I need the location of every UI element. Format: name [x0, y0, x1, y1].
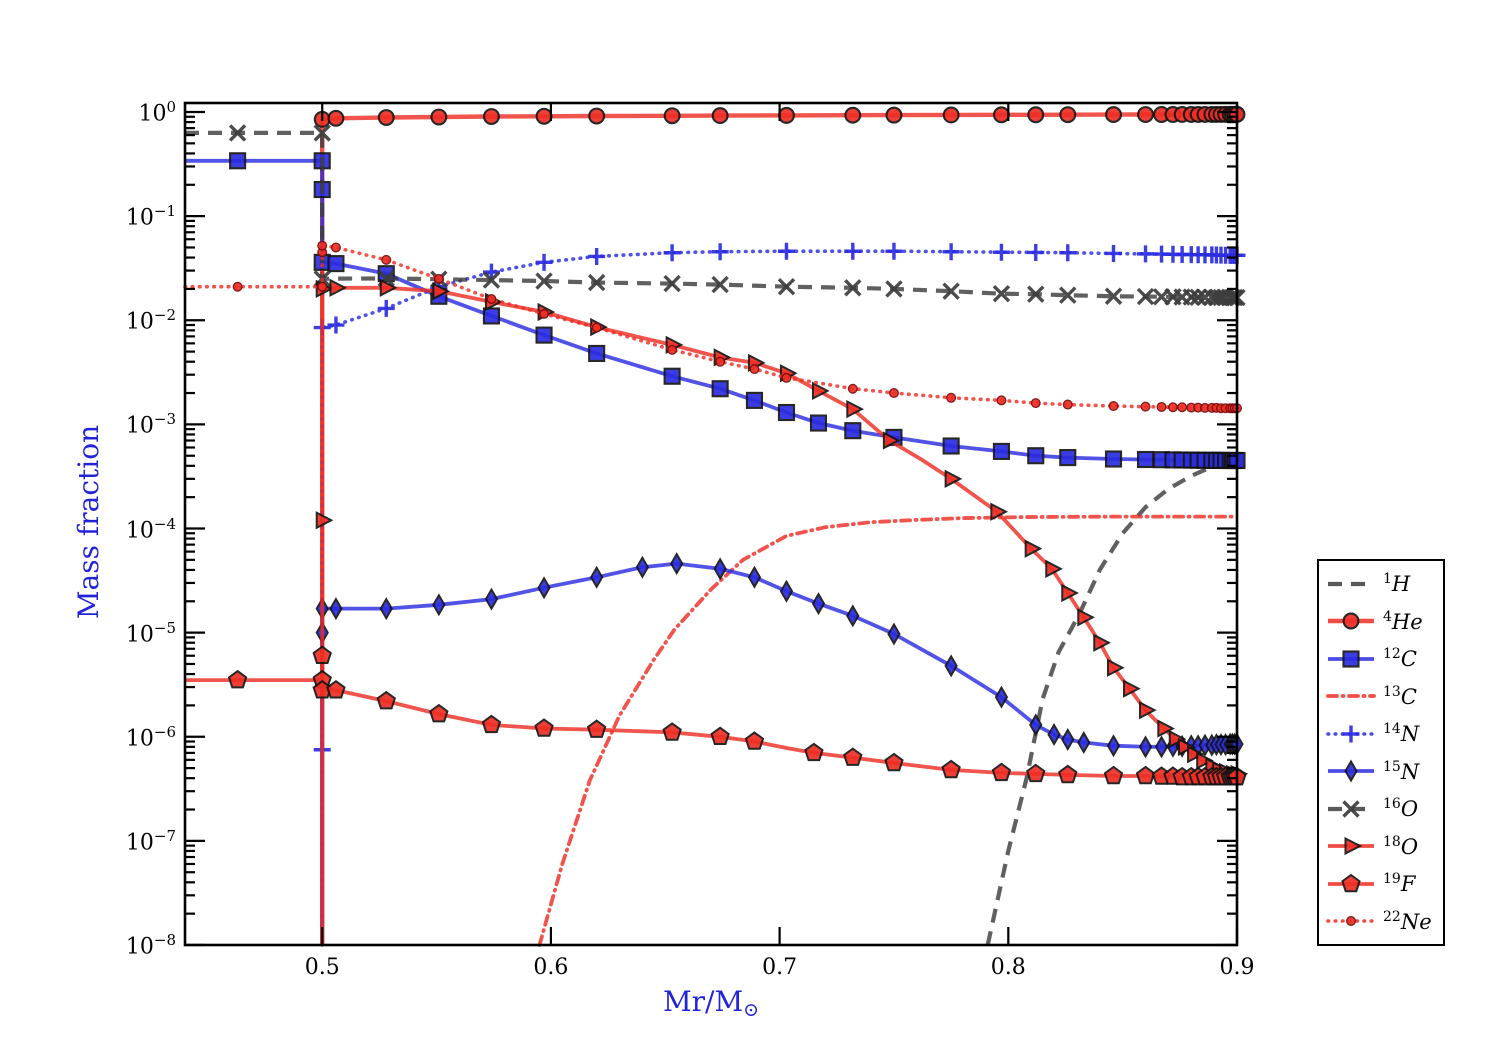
series-n14 [313, 242, 1246, 947]
series-o18 [315, 278, 1249, 945]
legend-swatch-n14 [1326, 725, 1376, 743]
legend: 1H 4He 12C 13C 14N 15N 16O 18O 19F 22Ne [1317, 559, 1445, 946]
legend-swatch-o16 [1328, 800, 1374, 818]
y-tick-label: 10−7 [125, 826, 176, 856]
y-tick-label: 10−4 [125, 514, 176, 543]
y-tick-label: 10−5 [125, 618, 176, 647]
legend-swatch-he4 [1328, 612, 1374, 630]
legend-label-ne22: 22Ne [1383, 908, 1432, 934]
series-ne22-markers [232, 240, 1242, 414]
legend-label-o16: 16O [1383, 796, 1419, 822]
series-c13-line [537, 514, 1239, 947]
x-tick-label: 0.8 [990, 955, 1026, 980]
x-tick-label: 0.5 [304, 955, 340, 980]
legend-item-c13: 13C [1325, 679, 1443, 713]
series-f19 [185, 645, 1247, 786]
legend-swatch-f19 [1328, 873, 1374, 893]
series-o16 [185, 124, 1246, 307]
series-c12 [185, 152, 1246, 470]
legend-item-h1: 1H [1325, 567, 1443, 601]
series-o18-line [320, 285, 1237, 945]
legend-item-n14: 14N [1325, 717, 1443, 751]
legend-label-f19: 19F [1383, 871, 1416, 897]
series-ne22 [183, 240, 1242, 414]
series-ne22-line [183, 243, 1239, 410]
series-o16-markers [228, 124, 1246, 307]
series-f19-line [185, 655, 1237, 779]
x-tick-label: 0.6 [533, 955, 569, 980]
series-layer [183, 105, 1249, 947]
series-h1 [985, 458, 1238, 946]
series-n15 [315, 552, 1244, 945]
y-tick-label: 10−2 [125, 306, 176, 335]
legend-label-he4: 4He [1383, 608, 1423, 634]
series-c12-line [185, 158, 1237, 463]
series-n15-line [320, 561, 1237, 945]
legend-item-he4: 4He [1325, 604, 1443, 638]
legend-swatch-c12 [1328, 650, 1374, 668]
plot-frame [183, 101, 1239, 947]
legend-item-c12: 12C [1325, 642, 1443, 676]
legend-label-h1: 1H [1383, 571, 1411, 597]
sun-symbol: ⊙ [743, 999, 760, 1021]
legend-swatch-c13 [1326, 694, 1376, 699]
series-f19-markers [227, 645, 1247, 786]
legend-item-ne22: 22Ne [1325, 904, 1443, 938]
series-n14-markers [313, 242, 1246, 759]
legend-swatch-o18 [1328, 837, 1374, 856]
y-tick-label: 10−6 [125, 722, 176, 752]
x-tick-label: 0.7 [762, 955, 798, 980]
series-c12-markers [229, 152, 1246, 470]
legend-item-o16: 16O [1325, 792, 1443, 826]
series-o18-markers [315, 278, 1249, 784]
legend-swatch-h1 [1328, 581, 1374, 586]
legend-label-n14: 14N [1383, 721, 1420, 747]
series-h1-line [985, 458, 1238, 946]
series-n15-markers [315, 552, 1244, 759]
y-tick-label: 100 [138, 98, 176, 127]
y-tick-label: 10−8 [125, 931, 176, 960]
legend-label-n15: 15N [1383, 758, 1420, 784]
legend-label-c13: 13C [1383, 683, 1417, 709]
x-axis-label-main: Mr/M [662, 985, 744, 1018]
legend-item-n15: 15N [1325, 754, 1443, 788]
series-n14-line [320, 249, 1239, 947]
y-tick-label: 10−1 [125, 202, 176, 231]
legend-swatch-n15 [1328, 759, 1374, 783]
series-c13 [537, 514, 1239, 947]
legend-swatch-ne22 [1326, 916, 1376, 927]
legend-label-o18: 18O [1383, 833, 1419, 859]
y-tick-label: 10−3 [125, 410, 176, 439]
x-tick-label: 0.9 [1219, 955, 1255, 980]
legend-label-c12: 12C [1383, 646, 1417, 672]
legend-item-o18: 18O [1325, 829, 1443, 863]
legend-item-f19: 19F [1325, 867, 1443, 901]
series-he4-markers [313, 105, 1246, 128]
series-he4-line [320, 112, 1237, 945]
series-he4 [313, 105, 1246, 945]
x-axis-label: Mr/M⊙ [561, 985, 861, 1021]
y-axis-label: Mass fraction [72, 424, 105, 620]
series-o16-line [185, 130, 1237, 300]
